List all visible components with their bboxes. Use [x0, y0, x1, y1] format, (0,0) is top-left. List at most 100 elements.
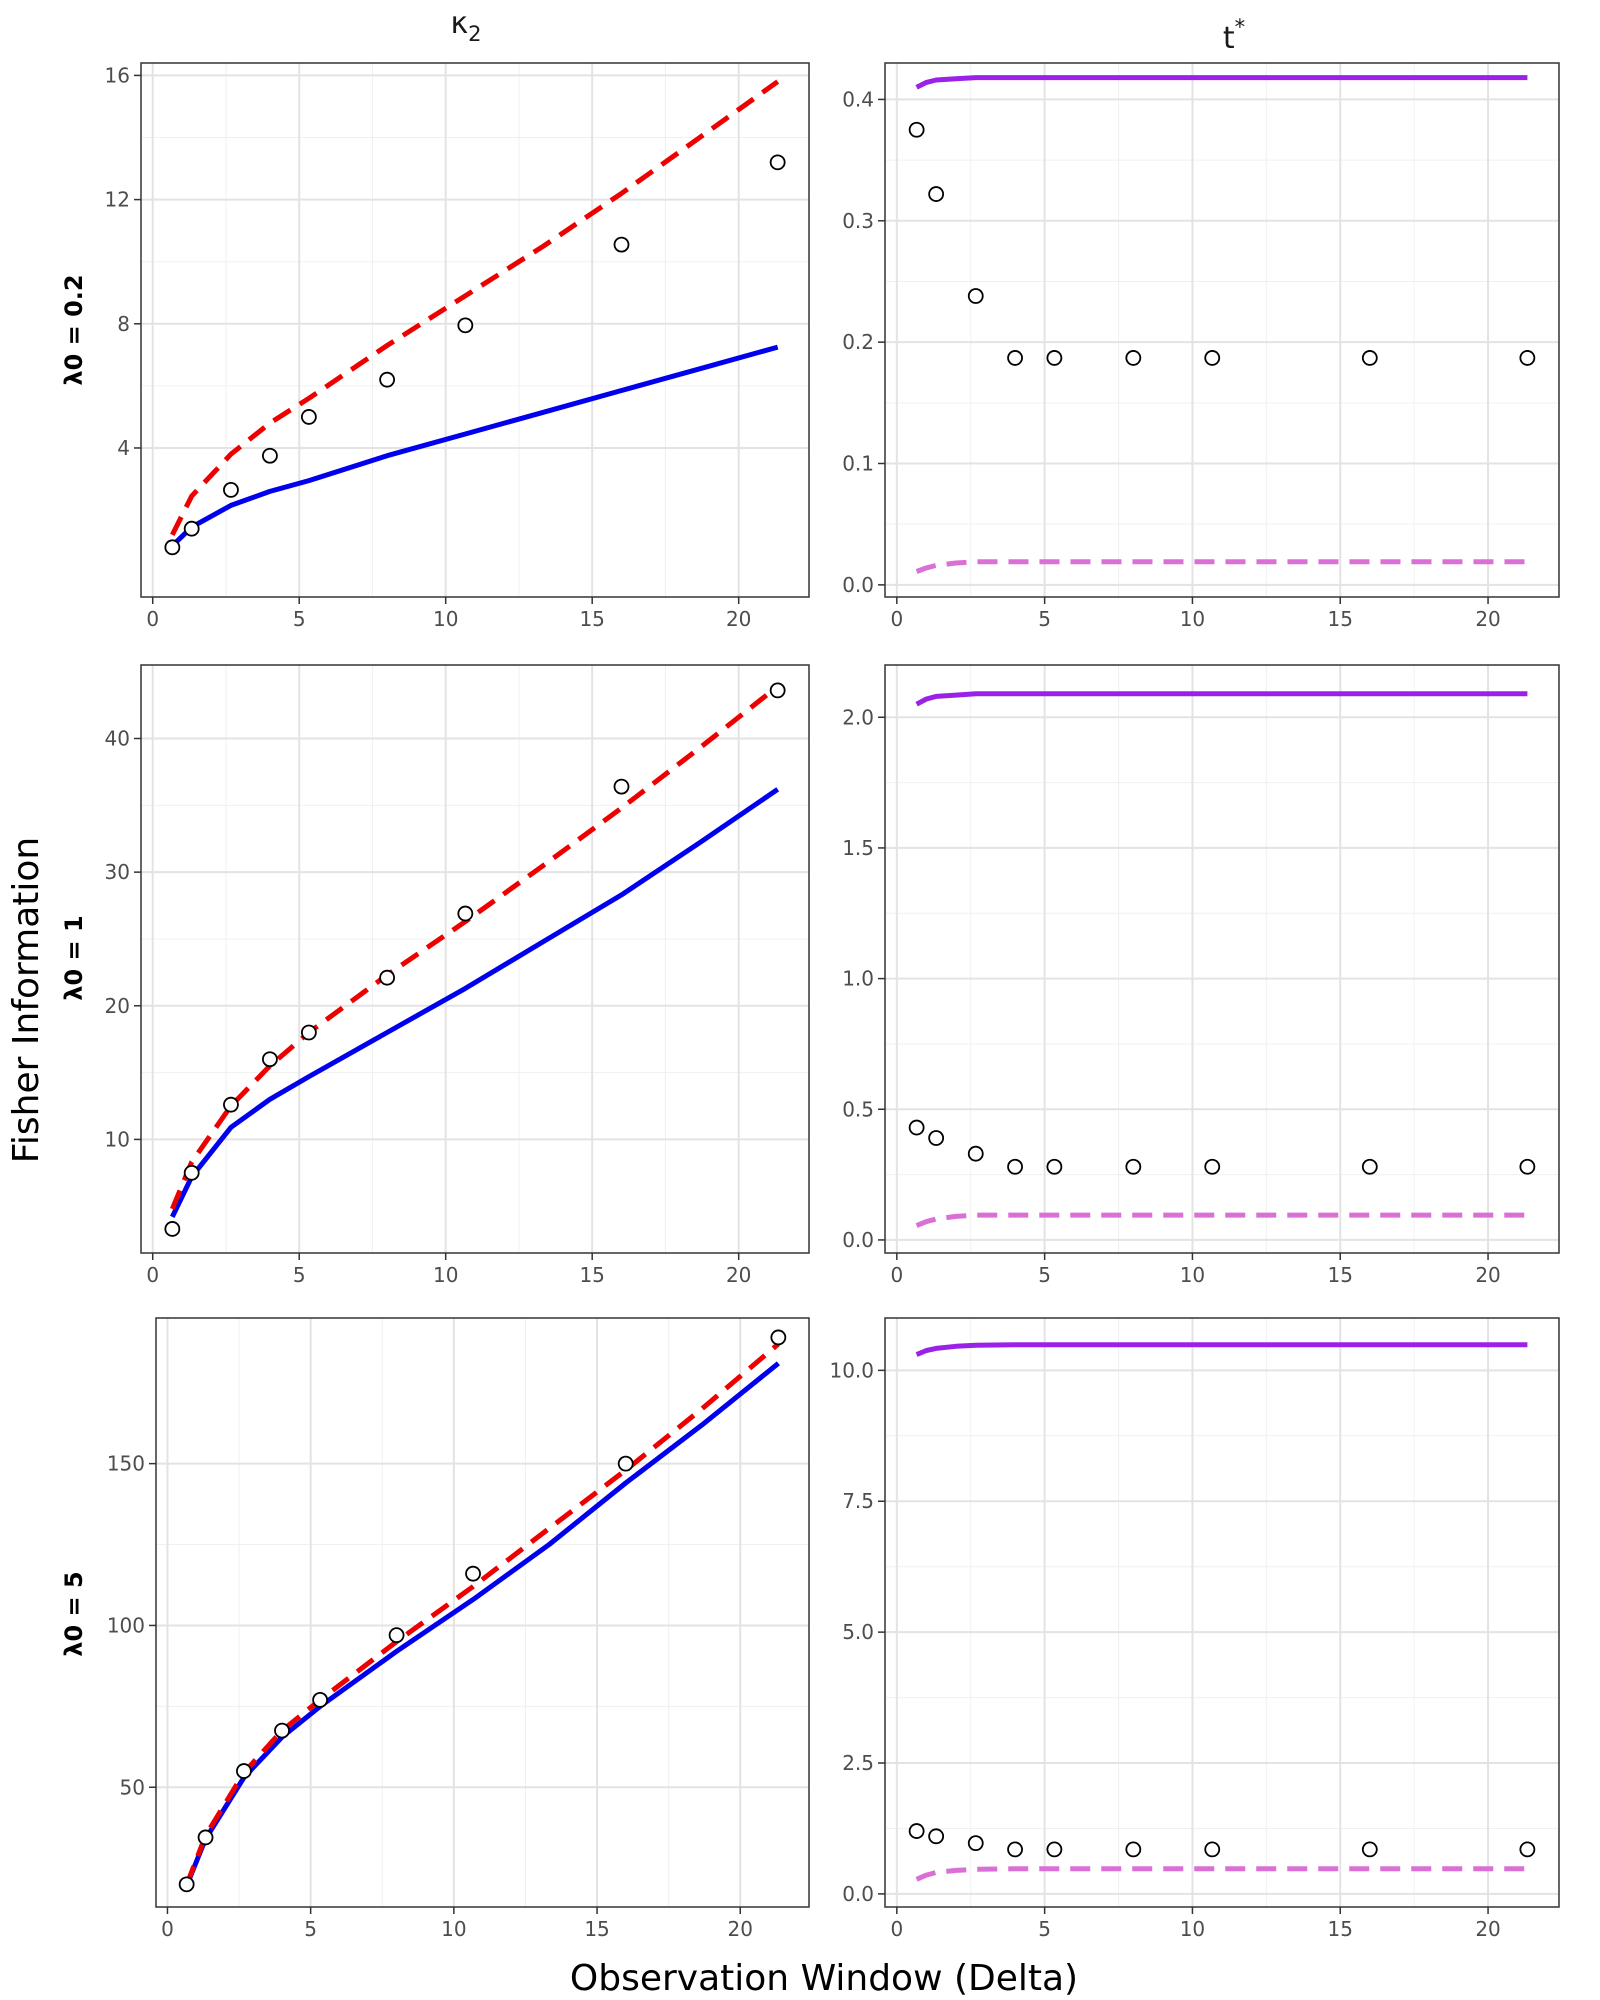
data-point — [967, 1835, 984, 1852]
data-point — [262, 1051, 278, 1068]
data-point — [1519, 1158, 1536, 1175]
x-tick-label: 10 — [441, 1917, 466, 1941]
panel-border — [884, 1317, 1560, 1908]
panel-background — [885, 1318, 1559, 1907]
x-tick-label: 0 — [161, 1917, 174, 1941]
data-point — [1361, 1841, 1378, 1858]
y-tick-label: 0.0 — [842, 1228, 874, 1252]
data-point — [967, 1145, 984, 1162]
data-point — [1125, 1158, 1142, 1175]
y-tick-label: 0.0 — [842, 1882, 874, 1906]
y-tick-label: 30 — [105, 860, 130, 884]
panel-k2-lambda-5: 0 5 10 15 20 50 100 150 — [107, 1317, 810, 1941]
data-point — [1007, 1158, 1023, 1175]
row-label-lambda-0-2: λ0 = 0.2 — [60, 274, 88, 385]
data-point — [908, 1119, 925, 1136]
data-point — [613, 778, 630, 795]
x-tick-label: 5 — [1038, 607, 1051, 631]
data-point — [967, 288, 984, 304]
panel-border — [140, 664, 810, 1254]
solid-series-line — [915, 75, 1528, 90]
panel-background — [156, 1318, 809, 1907]
panel-tstar-lambda-5: 0 5 10 15 20 0.0 2.5 5.0 7.5 10.0 — [829, 1317, 1560, 1941]
x-tick-label: 10 — [1180, 607, 1205, 631]
solid-series-line — [915, 691, 1528, 707]
data-point — [223, 481, 239, 498]
data-point — [223, 1096, 239, 1113]
x-tick-label: 20 — [728, 1917, 753, 1941]
x-tick-label: 10 — [433, 1263, 458, 1287]
data-point — [928, 1828, 945, 1845]
data-point — [613, 236, 630, 253]
y-tick-label: 1.5 — [842, 836, 874, 860]
x-tick-label: 5 — [1038, 1917, 1051, 1941]
data-point — [1007, 350, 1023, 366]
data-point — [1125, 350, 1142, 366]
y-tick-label: 50 — [120, 1775, 145, 1799]
data-point — [1204, 1841, 1221, 1858]
x-tick-label: 10 — [433, 607, 458, 631]
x-tick-label: 5 — [1038, 1263, 1051, 1287]
panel-border — [155, 1317, 810, 1908]
panel-background — [141, 665, 809, 1253]
y-tick-label: 10 — [105, 1127, 130, 1151]
x-tick-label: 5 — [293, 607, 306, 631]
panel-k2-lambda-0-2: 0 5 10 15 20 4 8 12 16 — [105, 62, 810, 631]
data-point — [1519, 1841, 1536, 1858]
y-tick-label: 12 — [105, 188, 130, 212]
data-point — [1361, 1158, 1378, 1175]
row-label-lambda-5: λ0 = 5 — [60, 1571, 88, 1656]
y-tick-label: 7.5 — [842, 1489, 874, 1513]
y-tick-label: 20 — [105, 994, 130, 1018]
data-point — [1046, 1841, 1063, 1858]
y-tick-label: 1.0 — [842, 967, 874, 991]
data-point — [300, 1024, 317, 1041]
panel-k2-lambda-1: 0 5 10 15 20 10 20 30 40 — [105, 664, 810, 1287]
data-point — [300, 409, 317, 425]
x-tick-label: 0 — [890, 1917, 903, 1941]
panel-tstar-lambda-1: 0 5 10 15 20 0.0 0.5 1.0 1.5 2.0 — [842, 664, 1560, 1287]
dashed-series-line — [915, 1866, 1528, 1882]
data-point — [617, 1455, 634, 1472]
y-tick-label: 0.2 — [842, 330, 874, 354]
data-point — [908, 121, 925, 138]
x-tick-label: 0 — [146, 607, 159, 631]
data-point — [274, 1722, 290, 1739]
data-point — [164, 539, 181, 556]
data-point — [928, 1130, 945, 1146]
data-point — [1204, 350, 1221, 366]
x-tick-label: 20 — [1475, 1917, 1500, 1941]
x-axis-title: Observation Window (Delta) — [570, 1958, 1078, 1999]
data-point — [770, 1329, 787, 1346]
y-tick-label: 8 — [117, 312, 130, 336]
data-point — [457, 317, 474, 334]
y-tick-label: 5.0 — [842, 1620, 874, 1644]
data-point — [183, 1164, 200, 1181]
data-point — [262, 447, 278, 464]
data-point — [379, 371, 396, 388]
data-point — [1007, 1841, 1023, 1858]
y-tick-label: 2.0 — [842, 705, 874, 729]
data-point — [908, 1823, 925, 1839]
data-point — [1361, 350, 1378, 366]
y-tick-label: 0.0 — [842, 573, 874, 597]
data-point — [183, 520, 200, 537]
panel-background — [885, 665, 1559, 1253]
data-point — [1046, 1158, 1063, 1175]
data-point — [1125, 1841, 1142, 1858]
y-tick-label: 10.0 — [829, 1358, 874, 1382]
data-point — [769, 154, 786, 171]
data-point — [236, 1763, 252, 1779]
x-tick-label: 20 — [1475, 1263, 1500, 1287]
panel-border — [140, 62, 810, 598]
panel-background — [885, 63, 1559, 597]
y-tick-label: 40 — [105, 727, 130, 751]
panel-border — [884, 664, 1560, 1254]
x-tick-label: 15 — [1328, 1917, 1353, 1941]
x-tick-label: 10 — [1180, 1917, 1205, 1941]
data-point — [388, 1627, 405, 1644]
y-tick-label: 4 — [117, 436, 130, 460]
data-point — [1046, 350, 1063, 366]
y-tick-label: 0.5 — [842, 1097, 874, 1121]
